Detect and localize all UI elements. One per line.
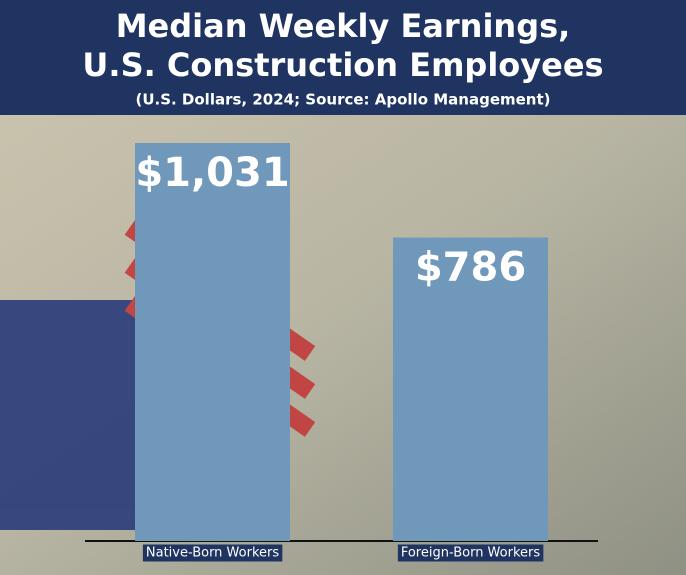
chart-title: Median Weekly Earnings,: [116, 7, 571, 45]
x-tick-label: Native-Born Workers: [146, 546, 279, 561]
label-box: [397, 544, 544, 562]
label-box: [142, 544, 283, 562]
x-tick-label: Foreign-Born Workers: [401, 546, 541, 561]
header-band: [0, 0, 686, 115]
value-label: $1,031: [135, 150, 289, 196]
value-label: $786: [415, 245, 526, 291]
chart-title: U.S. Construction Employees: [82, 46, 603, 84]
bar: [135, 143, 290, 541]
chart-subtitle: (U.S. Dollars, 2024; Source: Apollo Mana…: [135, 91, 550, 109]
bar: [393, 237, 548, 542]
